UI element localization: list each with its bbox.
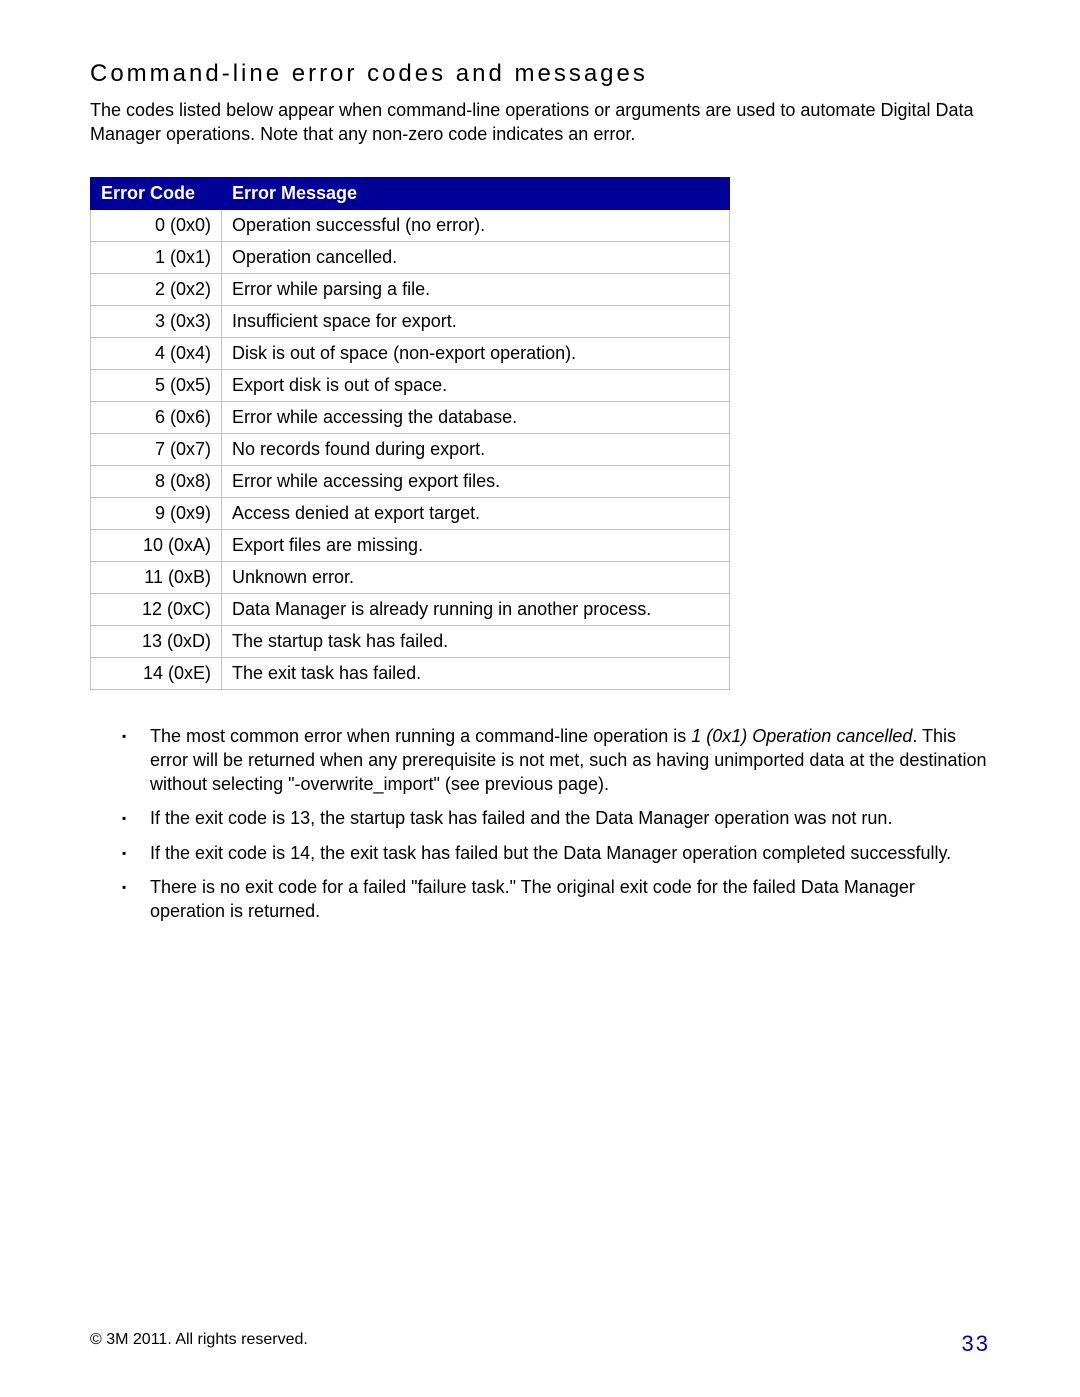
error-code-cell: 10 (0xA)	[91, 529, 222, 561]
notes-list: The most common error when running a com…	[90, 724, 990, 924]
section-heading: Command-line error codes and messages	[90, 60, 990, 88]
page-footer: © 3M 2011. All rights reserved. 33	[90, 1331, 990, 1357]
error-code-cell: 1 (0x1)	[91, 241, 222, 273]
note-item: There is no exit code for a failed "fail…	[150, 875, 990, 924]
error-message-cell: The startup task has failed.	[222, 625, 730, 657]
note-item: If the exit code is 13, the startup task…	[150, 806, 990, 830]
note-text: If the exit code is 13, the startup task…	[150, 808, 892, 828]
table-header-row: Error Code Error Message	[91, 177, 730, 209]
table-row: 3 (0x3)Insufficient space for export.	[91, 305, 730, 337]
error-code-cell: 8 (0x8)	[91, 465, 222, 497]
error-code-cell: 6 (0x6)	[91, 401, 222, 433]
note-text: If the exit code is 14, the exit task ha…	[150, 843, 951, 863]
error-code-cell: 11 (0xB)	[91, 561, 222, 593]
error-code-cell: 4 (0x4)	[91, 337, 222, 369]
note-italic: 1 (0x1) Operation cancelled	[691, 726, 912, 746]
table-row: 8 (0x8)Error while accessing export file…	[91, 465, 730, 497]
error-code-cell: 2 (0x2)	[91, 273, 222, 305]
error-code-cell: 3 (0x3)	[91, 305, 222, 337]
error-message-cell: Disk is out of space (non-export operati…	[222, 337, 730, 369]
table-row: 13 (0xD)The startup task has failed.	[91, 625, 730, 657]
table-row: 5 (0x5)Export disk is out of space.	[91, 369, 730, 401]
error-message-cell: Error while accessing the database.	[222, 401, 730, 433]
table-row: 7 (0x7)No records found during export.	[91, 433, 730, 465]
error-message-cell: Access denied at export target.	[222, 497, 730, 529]
table-row: 0 (0x0)Operation successful (no error).	[91, 209, 730, 241]
error-code-table: Error Code Error Message 0 (0x0)Operatio…	[90, 177, 730, 690]
page: Command-line error codes and messages Th…	[0, 0, 1080, 1397]
col-header-error-message: Error Message	[222, 177, 730, 209]
note-text: The most common error when running a com…	[150, 726, 691, 746]
note-text: There is no exit code for a failed "fail…	[150, 877, 915, 921]
error-message-cell: Error while parsing a file.	[222, 273, 730, 305]
error-message-cell: Export disk is out of space.	[222, 369, 730, 401]
error-message-cell: Export files are missing.	[222, 529, 730, 561]
table-row: 12 (0xC)Data Manager is already running …	[91, 593, 730, 625]
error-message-cell: Data Manager is already running in anoth…	[222, 593, 730, 625]
note-item: If the exit code is 14, the exit task ha…	[150, 841, 990, 865]
error-message-cell: Unknown error.	[222, 561, 730, 593]
note-item: The most common error when running a com…	[150, 724, 990, 797]
table-row: 1 (0x1)Operation cancelled.	[91, 241, 730, 273]
table-row: 6 (0x6)Error while accessing the databas…	[91, 401, 730, 433]
error-code-cell: 7 (0x7)	[91, 433, 222, 465]
table-row: 2 (0x2)Error while parsing a file.	[91, 273, 730, 305]
table-row: 14 (0xE)The exit task has failed.	[91, 657, 730, 689]
error-code-cell: 9 (0x9)	[91, 497, 222, 529]
error-message-cell: The exit task has failed.	[222, 657, 730, 689]
error-code-cell: 5 (0x5)	[91, 369, 222, 401]
table-row: 11 (0xB)Unknown error.	[91, 561, 730, 593]
error-message-cell: No records found during export.	[222, 433, 730, 465]
error-code-cell: 13 (0xD)	[91, 625, 222, 657]
error-message-cell: Error while accessing export files.	[222, 465, 730, 497]
col-header-error-code: Error Code	[91, 177, 222, 209]
intro-paragraph: The codes listed below appear when comma…	[90, 98, 990, 147]
table-row: 10 (0xA)Export files are missing.	[91, 529, 730, 561]
table-row: 4 (0x4)Disk is out of space (non-export …	[91, 337, 730, 369]
copyright-text: © 3M 2011. All rights reserved.	[90, 1331, 308, 1348]
table-row: 9 (0x9)Access denied at export target.	[91, 497, 730, 529]
error-message-cell: Operation cancelled.	[222, 241, 730, 273]
error-message-cell: Operation successful (no error).	[222, 209, 730, 241]
error-code-cell: 0 (0x0)	[91, 209, 222, 241]
error-message-cell: Insufficient space for export.	[222, 305, 730, 337]
error-code-cell: 14 (0xE)	[91, 657, 222, 689]
error-code-cell: 12 (0xC)	[91, 593, 222, 625]
page-number: 33	[962, 1331, 990, 1357]
